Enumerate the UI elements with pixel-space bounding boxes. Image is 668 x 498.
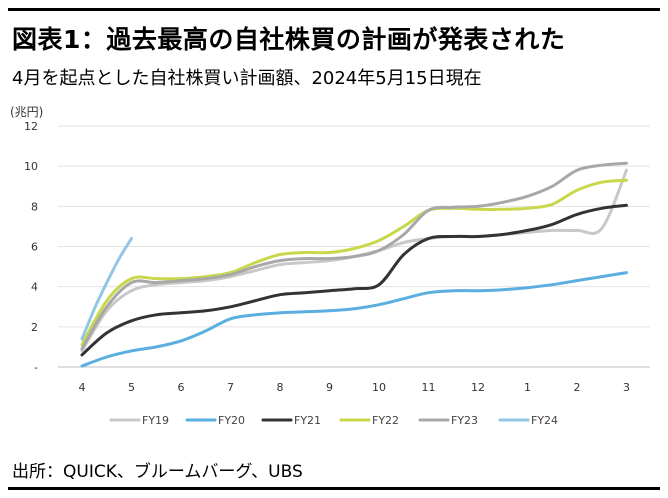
x-tick-label: 3 (623, 381, 630, 394)
series-line-fy24 (80, 237, 133, 341)
source-note: 出所：QUICK、ブルームバーグ、UBS (12, 462, 303, 482)
y-tick-label: 12 (24, 120, 38, 133)
series-line-fy19 (80, 168, 628, 353)
x-tick-label: 8 (277, 381, 284, 394)
page-subtitle: 4月を起点とした自社株買い計画額、2024年5月15日現在 (12, 68, 482, 89)
x-tick-label: 4 (79, 381, 86, 394)
x-tick-label: 12 (471, 381, 485, 394)
bottom-rule (8, 487, 660, 490)
series-line-fy20 (80, 271, 628, 368)
x-tick-label: 2 (574, 381, 581, 394)
page-title: 図表1：過去最高の自社株買の計画が発表された (12, 25, 566, 54)
x-tick-label: 7 (227, 381, 234, 394)
x-tick-label: 1 (524, 381, 531, 394)
y-tick-label: 2 (31, 321, 38, 334)
x-tick-label: 6 (178, 381, 185, 394)
y-tick-label: - (34, 361, 38, 374)
legend-label-fy19: FY19 (142, 414, 169, 427)
x-tick-label: 5 (128, 381, 135, 394)
grid-lines (58, 125, 650, 368)
legend-label-fy20: FY20 (218, 414, 245, 427)
top-rule (8, 8, 660, 11)
y-tick-label: 6 (31, 241, 38, 254)
series-line-fy21 (80, 203, 628, 357)
legend-label-fy21: FY21 (294, 414, 321, 427)
y-tick-label: 10 (24, 160, 38, 173)
legend-label-fy22: FY22 (372, 414, 399, 427)
legend: FY19 FY20 FY21 FY22 FY23 FY24 (109, 414, 558, 427)
y-tick-label: 4 (31, 281, 38, 294)
series-line-fy23 (80, 161, 628, 351)
x-tick-label: 9 (326, 381, 333, 394)
x-tick-label: 10 (372, 381, 386, 394)
series-lines (80, 161, 628, 368)
x-tick-label: 11 (422, 381, 436, 394)
legend-label-fy23: FY23 (451, 414, 478, 427)
series-line-fy22 (80, 178, 628, 347)
legend-label-fy24: FY24 (531, 414, 558, 427)
y-axis-unit-label: (兆円) (10, 105, 43, 119)
y-tick-label: 8 (31, 200, 38, 213)
